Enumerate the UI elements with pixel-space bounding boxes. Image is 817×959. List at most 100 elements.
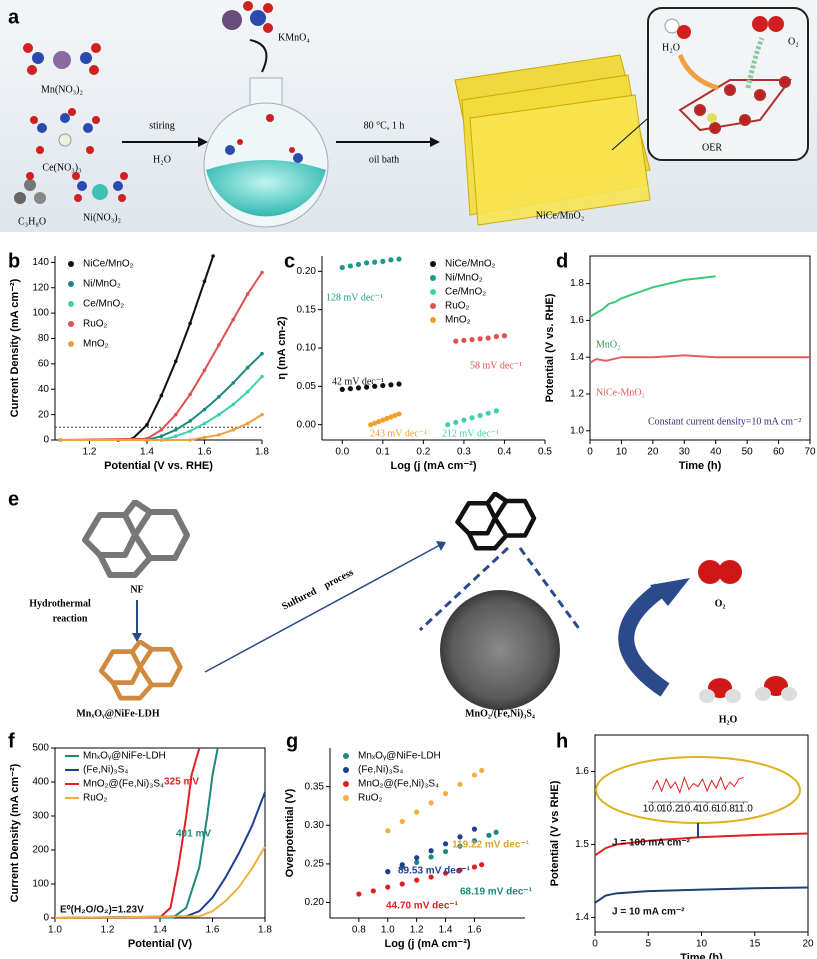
annotation: 128 mV dec⁻¹: [326, 292, 383, 303]
series-marker: [231, 402, 236, 407]
step-label: Hydrothermal: [29, 598, 91, 609]
point: [477, 412, 483, 419]
series-line: [589, 354, 810, 364]
series-marker: [231, 381, 236, 385]
x-tick-label: 1.0: [48, 925, 62, 936]
y-tick-label: 0.35: [305, 781, 325, 792]
molecule: [752, 16, 768, 32]
series-marker: [217, 343, 221, 347]
series-line: [589, 275, 716, 318]
annotation: J = 10 mA cm⁻²: [612, 907, 685, 918]
annotation: 243 mV dec⁻¹: [370, 428, 427, 439]
series-marker: [173, 359, 178, 364]
point: [428, 800, 434, 806]
panel-label: b: [8, 250, 20, 272]
point: [457, 843, 463, 849]
x-tick-label: 1.0: [381, 925, 395, 936]
inset-tick-label: 10.4: [679, 804, 699, 815]
x-tick-label: 0: [587, 447, 593, 458]
series-marker: [159, 434, 164, 438]
annotation: 68.19 mV dec⁻¹: [460, 887, 533, 898]
point: [414, 877, 420, 883]
series-marker: [159, 428, 164, 432]
y-tick-label: 0.05: [297, 381, 317, 392]
x-axis-label: Log (j (mA cm⁻²): [384, 938, 470, 950]
y-tick-label: 0.15: [297, 304, 317, 315]
point: [372, 383, 378, 389]
point: [399, 818, 405, 825]
point: [385, 828, 391, 834]
y-axis-label: Current Density (mA cm⁻²): [9, 763, 21, 902]
x-tick-label: 10: [616, 447, 628, 458]
y-tick-label: 0.10: [297, 343, 317, 354]
series-marker: [188, 392, 192, 397]
panel-label: a: [8, 6, 20, 28]
y-tick-label: 20: [38, 409, 50, 420]
legend-label: MnₓOᵧ@NiFe-LDH: [83, 751, 166, 762]
series-marker: [159, 393, 164, 398]
annotation: Constant current density=10 mA cm⁻²: [648, 416, 801, 427]
reagent-label: Mn(NO₃)₂: [41, 84, 83, 95]
panel-label: g: [286, 730, 298, 752]
point: [428, 854, 434, 860]
series-marker: [217, 433, 221, 437]
y-tick-label: 40: [38, 384, 50, 395]
y-tick-label: 0.00: [297, 419, 317, 430]
series-marker: [231, 317, 236, 322]
series-marker: [173, 428, 178, 432]
legend-label: RuO₂: [83, 319, 108, 330]
arrow: [745, 37, 765, 89]
legend-marker: [68, 261, 74, 267]
legend-marker: [68, 301, 74, 307]
legend-marker: [68, 281, 74, 287]
series-marker: [188, 419, 192, 423]
legend-label: NiCe/MnO₂: [445, 259, 496, 270]
point: [372, 420, 378, 426]
molecule: [698, 560, 722, 584]
node-label: NF: [130, 584, 143, 595]
point: [364, 384, 370, 390]
legend-label: MnO₂@(Fe,Ni)₃S₄: [358, 779, 439, 790]
x-tick-label: 1.8: [258, 925, 272, 936]
product-label: NiCe/MnO₂: [536, 210, 585, 221]
annotation: 89.53 mV dec⁻¹: [398, 866, 471, 877]
y-tick-label: 1.4: [575, 912, 589, 923]
annotation: NiCe-MnO₂: [596, 387, 645, 398]
x-tick-label: 40: [710, 447, 722, 458]
y-tick-label: 200: [32, 845, 49, 856]
series-marker: [260, 351, 264, 356]
series-marker: [202, 421, 207, 426]
point: [428, 874, 434, 880]
x-tick-label: 5: [645, 939, 651, 950]
x-tick-label: 1.2: [83, 447, 97, 458]
panel-label: h: [556, 730, 568, 752]
point: [385, 869, 391, 875]
point: [376, 419, 382, 425]
sulfide-network: [458, 494, 535, 549]
x-axis-label: Potential (V): [128, 938, 193, 950]
molecule-label: H₂O: [719, 714, 738, 725]
legend-marker: [430, 261, 436, 267]
x-tick-label: 1.4: [153, 925, 167, 936]
point: [388, 414, 394, 420]
x-tick-label: 1.6: [206, 925, 220, 936]
series-marker: [173, 412, 178, 417]
y-tick-label: 60: [38, 359, 50, 370]
point: [347, 386, 353, 392]
annotation: J = 100 mA cm⁻²: [612, 838, 691, 849]
y-axis-label: Potential (V vs. RHE): [544, 293, 556, 402]
point: [396, 411, 402, 417]
y-tick-label: 0.25: [305, 859, 325, 870]
inset-label: H₂O: [662, 42, 680, 53]
y-tick-label: 100: [32, 308, 49, 319]
arrow: [677, 53, 719, 91]
legend-marker: [343, 795, 349, 801]
inset-tick-label: 10.0: [643, 804, 663, 815]
y-tick-label: 120: [32, 282, 49, 293]
molecule-propanol: [14, 172, 46, 204]
point: [471, 826, 478, 832]
legend-marker: [68, 341, 74, 347]
reagent-label: Ce(NO₃)₃: [42, 162, 81, 173]
point: [380, 417, 386, 423]
